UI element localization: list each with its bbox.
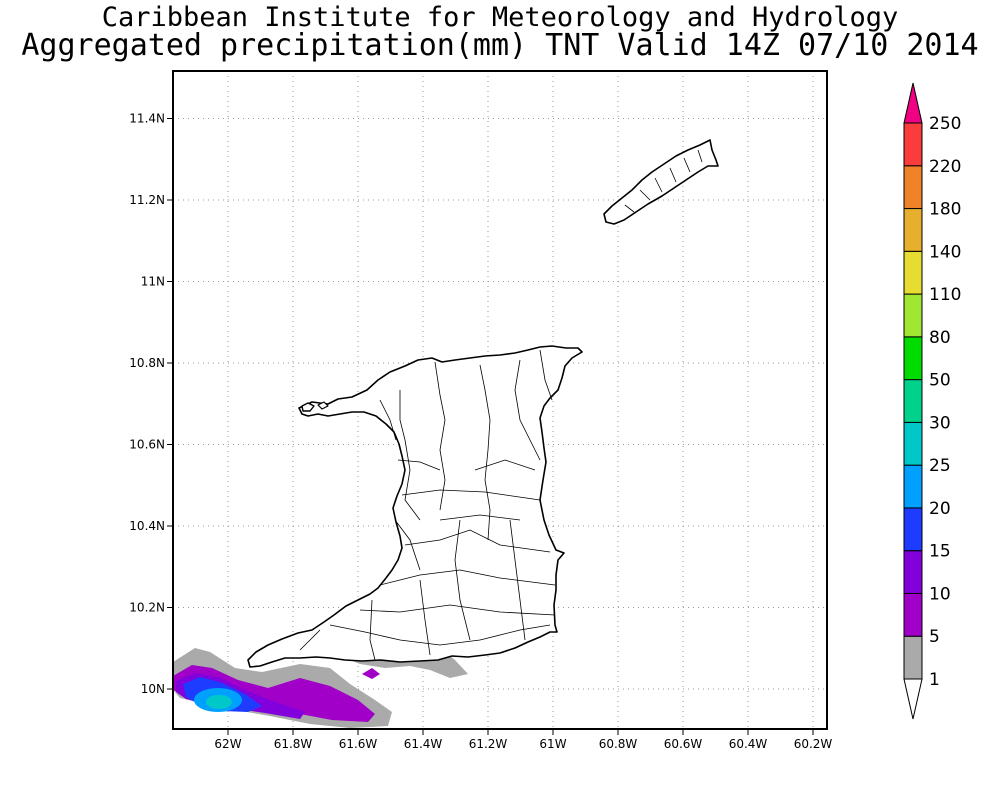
tobago-island: [603, 139, 719, 225]
legend-label: 30: [929, 413, 951, 433]
x-tick-label: 60.6W: [664, 737, 703, 751]
legend-swatch-lower: [903, 678, 923, 720]
legend-swatch: [903, 293, 923, 338]
trinidad-island: [247, 345, 583, 668]
x-tick-label: 60.4W: [729, 737, 768, 751]
y-tick-label: 10.8N: [129, 356, 165, 370]
legend-label: 140: [929, 242, 961, 262]
x-tick-label: 61.8W: [274, 737, 313, 751]
x-tick-label: 61.2W: [469, 737, 508, 751]
map-title: Aggregated precipitation(mm) TNT Valid 1…: [21, 28, 979, 63]
x-tick-label: 61.6W: [339, 737, 378, 751]
legend-swatch: [903, 165, 923, 210]
trinidad-outline: [247, 345, 583, 668]
legend-swatch: [903, 336, 923, 381]
plot-frame: [172, 70, 828, 730]
y-tick-label: 10.6N: [129, 438, 165, 452]
legend-label: 10: [929, 584, 951, 604]
tobago-outline: [603, 139, 719, 225]
x-tick-label: 61W: [539, 737, 566, 751]
y-axis-ticks: 10N 10.2N 10.4N 10.6N 10.8N 11N 11.2N 11.4N: [129, 112, 173, 696]
precip-area-southwest-cyan: [206, 695, 232, 709]
y-tick-label: 11.2N: [129, 193, 165, 207]
trinidad-nw-islet: [301, 402, 315, 412]
legend-swatch: [903, 550, 923, 594]
legend-swatch: [903, 421, 923, 466]
x-tick-label: 61.4W: [404, 737, 443, 751]
legend-swatch: [903, 208, 923, 252]
legend-label: 15: [929, 542, 951, 562]
trinidad-nw-islet-2: [317, 401, 329, 410]
y-tick-label: 10.4N: [129, 519, 165, 533]
legend-label: 80: [929, 328, 951, 348]
tobago-boundaries: [624, 149, 703, 213]
x-tick-label: 60.8W: [599, 737, 638, 751]
grid-lines: [173, 71, 827, 729]
legend-swatch: [903, 507, 923, 552]
y-tick-label: 10N: [141, 682, 165, 696]
legend-label: 5: [929, 627, 940, 647]
legend-swatch: [903, 122, 923, 167]
legend-swatch: [903, 592, 923, 637]
legend-label: 1: [929, 670, 940, 690]
legend-swatch: [903, 464, 923, 509]
x-tick-label: 60.2W: [794, 737, 833, 751]
legend-label: 220: [929, 157, 961, 177]
x-axis-ticks: 62W 61.8W 61.6W 61.4W 61.2W 61W 60.8W 60.6W 60.4…: [214, 729, 832, 751]
y-tick-label: 11N: [141, 275, 165, 289]
legend-swatch-upper: [903, 82, 923, 124]
legend-label: 180: [929, 200, 961, 220]
precip-area-southwest-purple: [173, 665, 375, 722]
legend-swatch: [903, 250, 923, 295]
legend-swatch: [903, 635, 923, 680]
legend-swatch: [903, 379, 923, 423]
trinidad-boundaries: [299, 349, 556, 661]
legend-label: 250: [929, 114, 961, 134]
y-tick-label: 10.2N: [129, 601, 165, 615]
legend-label: 25: [929, 456, 951, 476]
legend-label: 50: [929, 371, 951, 391]
legend-label: 20: [929, 499, 951, 519]
institute-title: Caribbean Institute for Meteorology and …: [101, 2, 899, 33]
precip-area-small-cell: [362, 668, 380, 679]
x-tick-label: 62W: [214, 737, 241, 751]
y-tick-label: 11.4N: [129, 112, 165, 126]
legend-label: 110: [929, 285, 961, 305]
